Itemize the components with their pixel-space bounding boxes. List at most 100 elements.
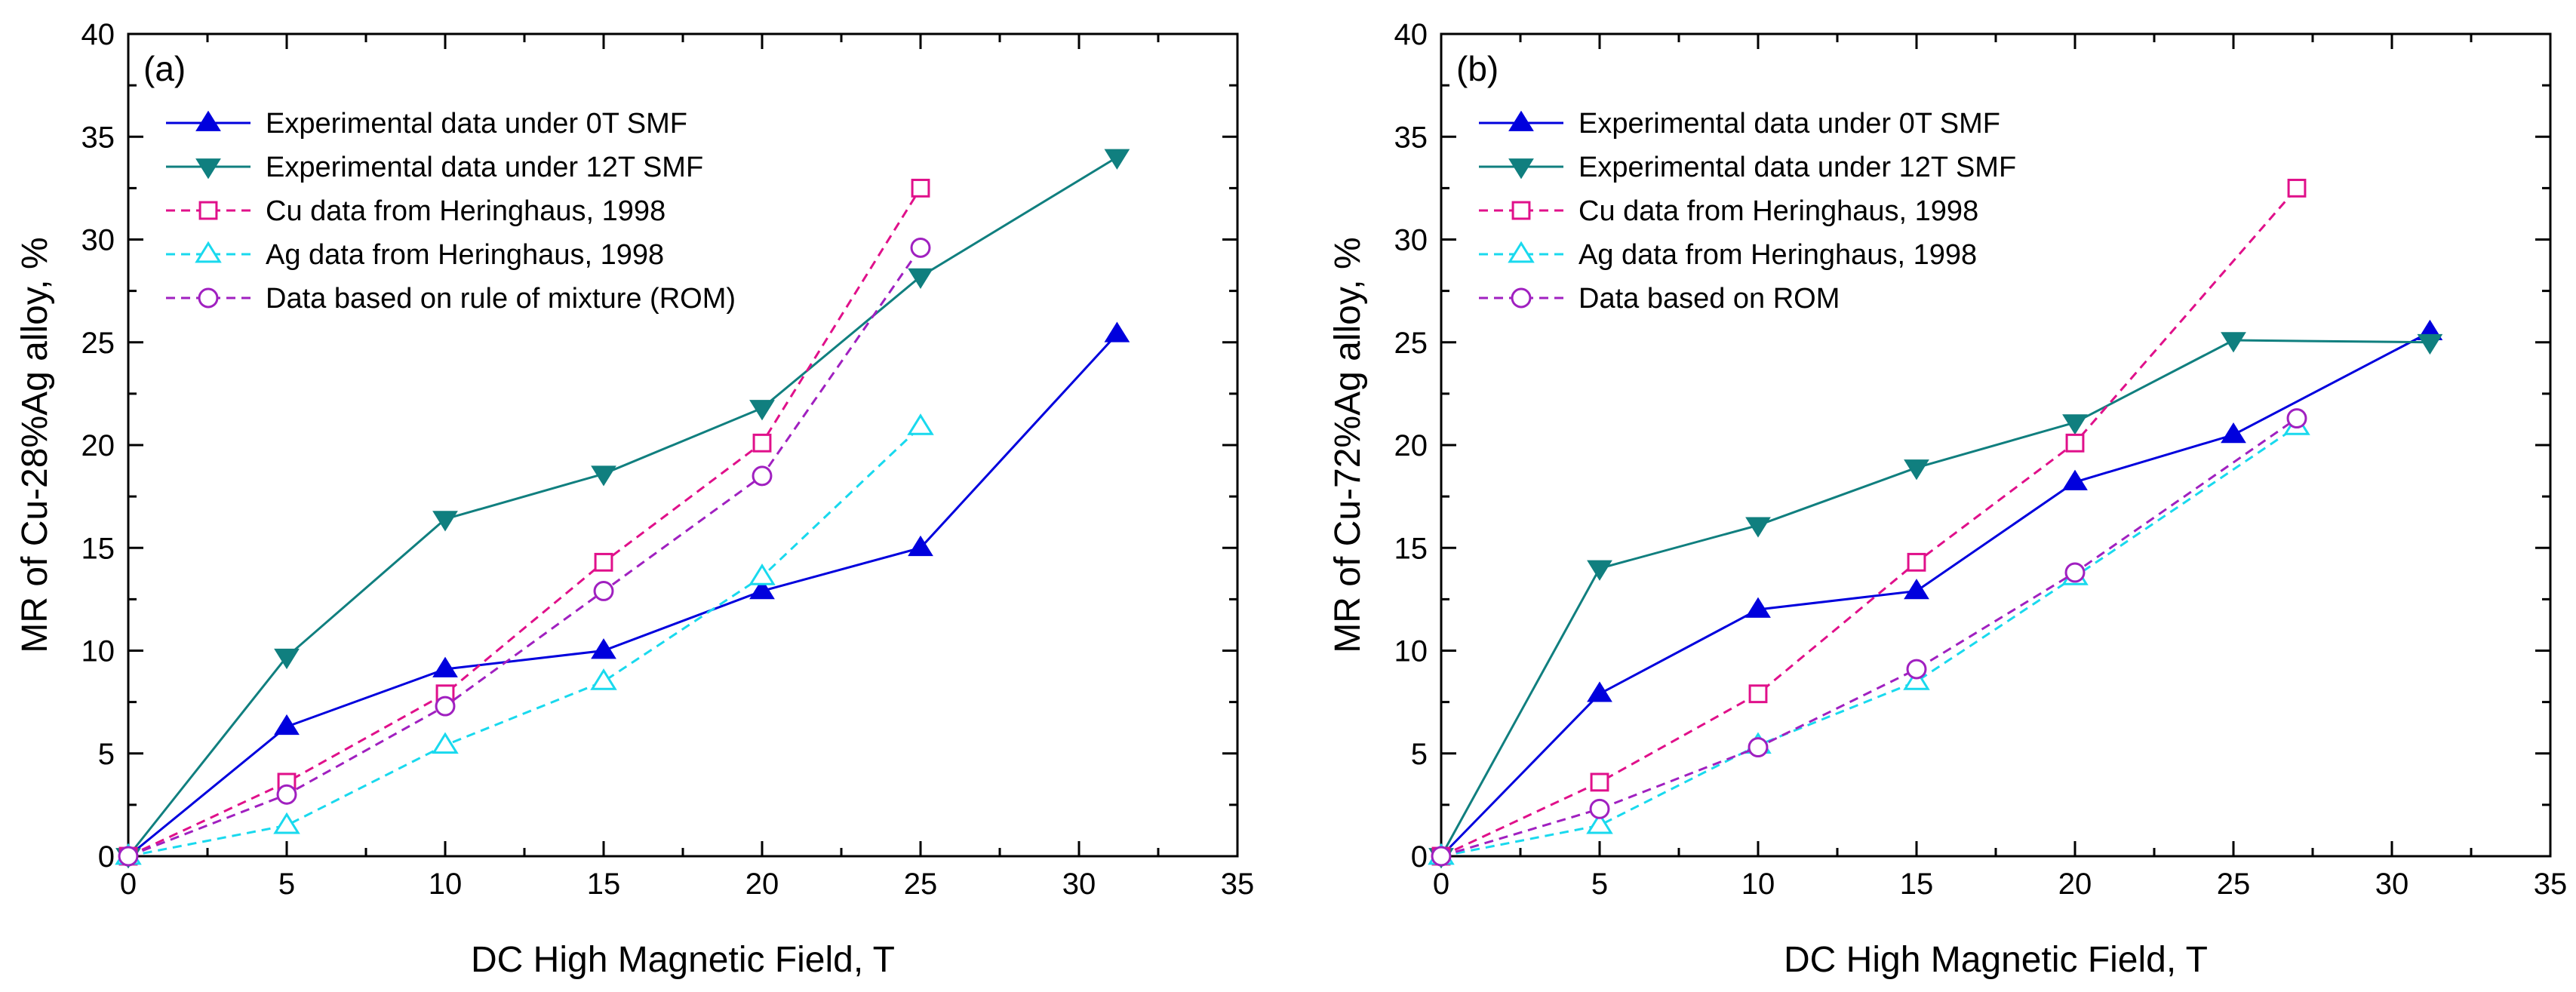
- y-tick-label: 10: [81, 635, 115, 668]
- y-tick-label: 5: [98, 738, 115, 771]
- x-tick-label: 15: [587, 868, 621, 901]
- data-point: [1587, 681, 1612, 702]
- data-point: [749, 579, 775, 600]
- data-point: [749, 400, 775, 421]
- legend-label: Data based on ROM: [1578, 283, 1840, 315]
- x-tick-label: 5: [278, 868, 295, 901]
- legend-label: Ag data from Heringhaus, 1998: [266, 239, 664, 271]
- data-point: [1104, 149, 1130, 170]
- x-tick-label: 15: [1900, 868, 1934, 901]
- data-point: [1586, 812, 1613, 834]
- series-line: [1440, 330, 2431, 858]
- x-tick-label: 5: [1591, 868, 1608, 901]
- series-3: [115, 413, 934, 865]
- legend-label: Experimental data under 12T SMF: [266, 152, 703, 183]
- data-point: [2287, 178, 2307, 198]
- x-tick-label: 30: [2375, 868, 2409, 901]
- y-tick-label: 5: [1411, 738, 1428, 771]
- x-tick-label: 25: [2217, 868, 2251, 901]
- x-tick-label: 20: [2058, 868, 2092, 901]
- data-point: [276, 784, 297, 805]
- legend-entry: Experimental data under 12T SMF: [1479, 152, 2016, 183]
- y-axis-title: MR of Cu-28%Ag alloy, %: [15, 237, 55, 653]
- legend-entry: Ag data from Heringhaus, 1998: [166, 239, 664, 271]
- x-tick-label: 20: [745, 868, 779, 901]
- legend-label: Cu data from Heringhaus, 1998: [266, 195, 666, 227]
- series-line: [1440, 187, 2298, 858]
- data-point: [274, 648, 300, 670]
- data-point: [1748, 684, 1768, 704]
- data-point: [1904, 579, 1929, 600]
- legend-marker: [1508, 158, 1534, 180]
- data-point: [432, 511, 458, 532]
- y-tick-label: 35: [81, 121, 115, 154]
- data-point: [2062, 414, 2088, 435]
- legend-marker: [1508, 110, 1534, 131]
- legend-marker: [195, 158, 221, 180]
- data-point: [2221, 422, 2246, 444]
- x-tick-label: 35: [2534, 868, 2568, 901]
- data-point: [908, 268, 933, 289]
- data-point: [908, 535, 933, 557]
- series-4: [1431, 408, 2307, 867]
- legend-entry: Experimental data under 0T SMF: [166, 108, 687, 140]
- y-tick-label: 20: [81, 429, 115, 462]
- legend: Experimental data under 0T SMF Experiment…: [166, 108, 736, 315]
- legend-label: Cu data from Heringhaus, 1998: [1578, 195, 1978, 227]
- legend-label: Ag data from Heringhaus, 1998: [1578, 239, 1977, 271]
- series-4: [118, 237, 931, 867]
- data-point: [2417, 333, 2443, 355]
- x-tick-label: 35: [1221, 868, 1255, 901]
- series-line: [128, 247, 922, 858]
- legend: Experimental data under 0T SMF Experiment…: [1479, 108, 2016, 315]
- panel-label: (a): [143, 49, 186, 88]
- y-tick-label: 0: [1411, 840, 1428, 874]
- legend-marker: [1508, 241, 1535, 263]
- legend-label: Experimental data under 0T SMF: [1578, 108, 2000, 140]
- legend-entry: Data based on ROM: [1479, 283, 1840, 315]
- y-tick-label: 30: [81, 224, 115, 257]
- data-point: [1903, 668, 1930, 690]
- series-line: [1440, 425, 2298, 858]
- legend-entry: Cu data from Heringhaus, 1998: [166, 195, 666, 227]
- data-point: [1906, 659, 1927, 680]
- data-point: [590, 668, 617, 690]
- data-point: [273, 812, 300, 834]
- data-point: [1104, 321, 1130, 342]
- data-point: [591, 638, 616, 659]
- legend-entry: Experimental data under 12T SMF: [166, 152, 703, 183]
- data-point: [118, 846, 139, 867]
- x-tick-label: 30: [1062, 868, 1096, 901]
- series-line: [128, 425, 922, 858]
- data-point: [591, 465, 616, 487]
- x-tick-label: 10: [1741, 868, 1775, 901]
- x-tick-label: 25: [904, 868, 938, 901]
- legend-marker: [195, 110, 221, 131]
- data-point: [1907, 552, 1926, 572]
- data-point: [752, 465, 773, 487]
- data-point: [1745, 517, 1771, 538]
- data-point: [1904, 459, 1929, 481]
- legend-marker: [195, 241, 222, 263]
- y-tick-label: 30: [1394, 224, 1428, 257]
- x-tick-label: 0: [1433, 868, 1449, 901]
- legend-marker: [1511, 201, 1531, 220]
- data-point: [1589, 798, 1610, 819]
- panel-b: 0 5 10 15 20 25 30 35 0 5 10 15 20 25 30 35 40 DC High Ma…: [1328, 18, 2567, 980]
- legend-marker: [198, 287, 219, 309]
- series-2: [1431, 178, 2307, 866]
- y-tick-label: 10: [1394, 635, 1428, 668]
- x-axis-title: DC High Magnetic Field, T: [471, 940, 895, 980]
- y-tick-label: 20: [1394, 429, 1428, 462]
- y-tick-label: 0: [98, 840, 115, 874]
- legend-entry: Ag data from Heringhaus, 1998: [1479, 239, 1977, 271]
- series-line: [128, 333, 1118, 858]
- data-point: [2062, 469, 2088, 490]
- data-point: [593, 581, 614, 601]
- y-tick-label: 15: [81, 532, 115, 565]
- legend-entry: Experimental data under 0T SMF: [1479, 108, 2000, 140]
- legend-label: Experimental data under 12T SMF: [1578, 152, 2016, 183]
- legend-label: Experimental data under 0T SMF: [266, 108, 687, 140]
- y-tick-label: 25: [1394, 327, 1428, 360]
